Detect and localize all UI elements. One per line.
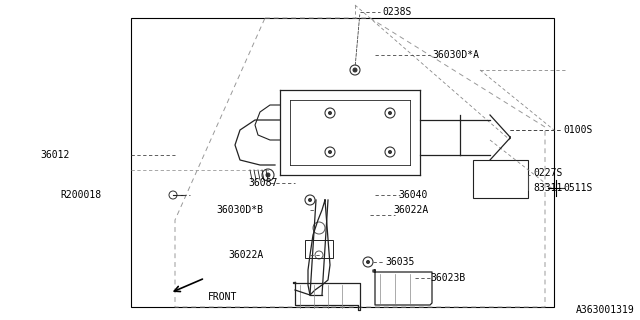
Text: 83311: 83311: [533, 183, 563, 193]
Text: 0100S: 0100S: [563, 125, 593, 135]
Text: 36022A: 36022A: [228, 250, 263, 260]
Text: 0238S: 0238S: [382, 7, 412, 17]
Text: 36030D*A: 36030D*A: [432, 50, 479, 60]
Text: 36035: 36035: [385, 257, 414, 267]
Bar: [305, 240, 333, 258]
Text: 36012: 36012: [40, 150, 69, 160]
Circle shape: [388, 150, 392, 154]
Circle shape: [328, 150, 332, 154]
Text: A363001319: A363001319: [576, 305, 635, 315]
Text: 36023B: 36023B: [430, 273, 465, 283]
Circle shape: [328, 111, 332, 115]
Bar: [131, 18, 554, 307]
Bar: [473, 160, 528, 198]
Text: 0511S: 0511S: [563, 183, 593, 193]
Circle shape: [353, 68, 357, 72]
Text: 36040: 36040: [398, 190, 428, 200]
Text: 0227S: 0227S: [533, 168, 563, 178]
Text: 36022A: 36022A: [393, 205, 428, 215]
Circle shape: [367, 260, 369, 263]
Circle shape: [266, 173, 270, 177]
Text: 36087: 36087: [248, 178, 277, 188]
Text: FRONT: FRONT: [208, 292, 237, 302]
Text: R200018: R200018: [60, 190, 101, 200]
Text: 36030D*B: 36030D*B: [216, 205, 263, 215]
Circle shape: [388, 111, 392, 115]
Circle shape: [308, 198, 312, 202]
